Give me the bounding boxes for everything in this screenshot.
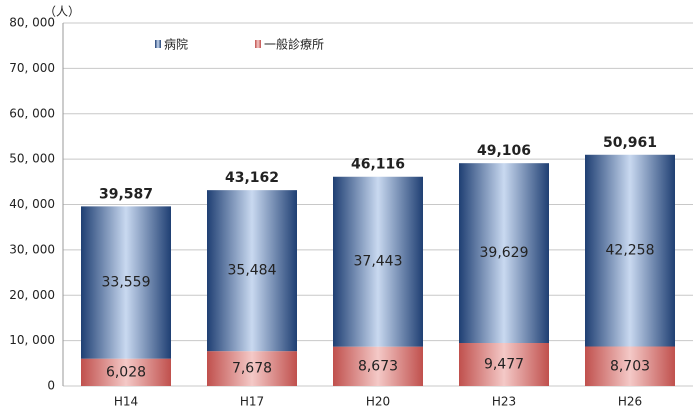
legend-swatch <box>155 40 161 48</box>
value-label: 7,678 <box>232 361 272 377</box>
bar-segment <box>207 190 297 352</box>
value-label: 8,673 <box>358 358 398 374</box>
x-tick-label: H20 <box>366 395 390 409</box>
bar-segment <box>207 351 297 386</box>
value-label: 9,477 <box>484 356 524 372</box>
value-label: 6,028 <box>106 364 146 380</box>
legend-label: 一般診療所 <box>264 37 324 52</box>
bar-segment <box>585 154 675 347</box>
y-tick-label: 80, 000 <box>9 16 55 30</box>
value-label: 39,629 <box>480 245 529 261</box>
y-tick-label: 10, 000 <box>9 333 55 347</box>
y-unit: （人） <box>44 5 80 19</box>
bar-segment <box>459 342 549 386</box>
legend-swatch <box>255 40 261 48</box>
legend-label: 病院 <box>164 37 188 52</box>
total-label: 49,106 <box>477 143 531 159</box>
x-tick-label: H26 <box>618 395 642 409</box>
value-label: 42,258 <box>606 243 655 259</box>
x-tick-label: H14 <box>114 395 138 409</box>
bar-segment <box>333 346 423 386</box>
bar-segment <box>333 176 423 347</box>
x-tick-label: H23 <box>492 395 516 409</box>
total-label: 50,961 <box>603 135 657 151</box>
y-tick-label: 70, 000 <box>9 61 55 75</box>
y-tick-label: 60, 000 <box>9 106 55 120</box>
value-label: 37,443 <box>354 254 403 270</box>
bar-segment <box>81 206 171 359</box>
y-tick-label: 0 <box>47 379 55 393</box>
bar-segment <box>585 346 675 386</box>
y-tick-label: 30, 000 <box>9 242 55 256</box>
value-label: 33,559 <box>102 275 151 291</box>
y-tick-label: 40, 000 <box>9 197 55 211</box>
value-label: 35,484 <box>228 263 277 279</box>
y-tick-label: 20, 000 <box>9 288 55 302</box>
total-label: 46,116 <box>351 157 405 173</box>
total-label: 39,587 <box>99 186 153 202</box>
value-label: 8,703 <box>610 358 650 374</box>
x-tick-label: H17 <box>240 395 264 409</box>
bar-segment <box>81 358 171 386</box>
y-tick-label: 50, 000 <box>9 152 55 166</box>
total-label: 43,162 <box>225 170 279 186</box>
bar-segment <box>459 163 549 343</box>
